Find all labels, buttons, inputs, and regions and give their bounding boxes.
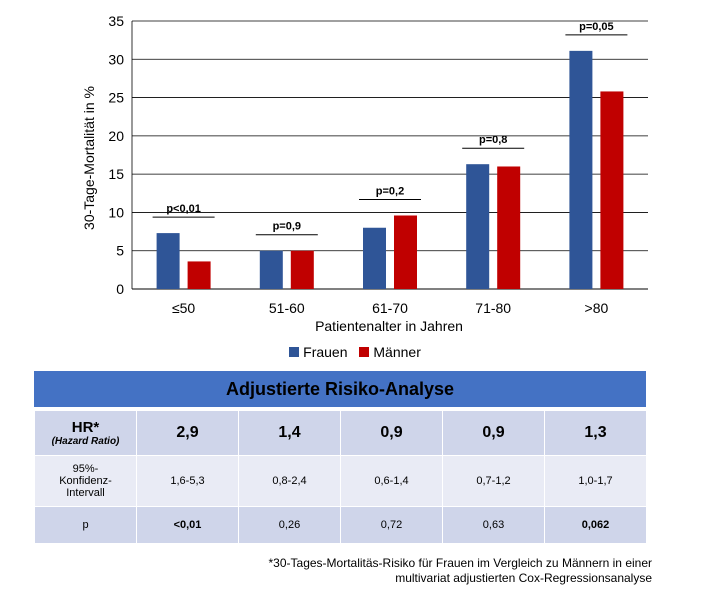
legend-swatch-frauen: [289, 347, 300, 357]
ci-value: 0,7-1,2: [442, 455, 545, 507]
ci-value: 1,6-5,3: [136, 455, 239, 507]
footnote-line: *30-Tages-Mortalitäs-Risiko für Frauen i…: [268, 556, 653, 570]
p-value: 0,72: [340, 506, 443, 544]
p-value-annotation: p=0,05: [579, 21, 614, 33]
x-tick-label: >80: [585, 300, 609, 316]
bar-maenner: [600, 91, 624, 290]
p-label: p: [34, 506, 137, 544]
mortality-bar-chart: 0 5 10 15 20 25 30 35 p<0,01 p=0,9 p=0,2 p=0,8 p=0,…: [81, 13, 648, 334]
p-value-annotation: p=0,2: [376, 185, 404, 197]
hr-label: HR*: [71, 419, 100, 436]
y-axis-label: 30-Tage-Mortalität in %: [81, 86, 97, 230]
legend-swatch-maenner: [359, 347, 370, 357]
p-value-annotation: p<0,01: [166, 203, 201, 215]
ci-label-line: 95%-: [72, 463, 99, 475]
table-row-ci: 95%- Konfidenz- Intervall 1,6-5,3 0,8-2,…: [34, 455, 647, 507]
ci-value: 0,6-1,4: [340, 455, 443, 507]
footnote-line: multivariat adjustierten Cox-Regressions…: [395, 571, 652, 585]
y-tick-label: 5: [116, 243, 124, 259]
ci-value: 1,0-1,7: [544, 455, 647, 507]
y-tick-label: 30: [108, 51, 124, 67]
hr-label-cell: HR* (Hazard Ratio): [34, 410, 137, 456]
bar-maenner: [394, 215, 417, 289]
bar-frauen: [259, 250, 283, 289]
p-value-annotation: p=0,8: [479, 134, 507, 146]
hazard-table: HR* (Hazard Ratio) 2,9 1,4 0,9 0,9 1,3 9…: [34, 410, 647, 544]
hr-value: 1,4: [238, 410, 341, 456]
bar-frauen: [466, 164, 490, 289]
p-value: 0,63: [442, 506, 545, 544]
ci-label-cell: 95%- Konfidenz- Intervall: [34, 455, 137, 507]
table-row-hr: HR* (Hazard Ratio) 2,9 1,4 0,9 0,9 1,3: [34, 410, 647, 456]
legend-item-maenner: Männer: [359, 343, 421, 361]
y-tick-label: 15: [108, 166, 124, 182]
footnote: *30-Tages-Mortalitäs-Risiko für Frauen i…: [192, 556, 653, 586]
chart-legend: Frauen Männer: [0, 343, 710, 361]
y-tick-label: 10: [108, 204, 124, 220]
legend-label-maenner: Männer: [373, 344, 421, 360]
p-value: <0,01: [136, 506, 239, 544]
x-tick-label: 71-80: [475, 300, 511, 316]
ci-value: 0,8-2,4: [238, 455, 341, 507]
table-title: Adjustierte Risiko-Analyse: [34, 371, 646, 410]
bar-maenner: [187, 261, 211, 289]
hr-value: 2,9: [136, 410, 239, 456]
y-tick-label: 25: [108, 90, 124, 106]
y-tick-label: 20: [108, 128, 124, 144]
p-value-annotation: p=0,9: [273, 221, 301, 233]
bar-frauen: [569, 50, 593, 290]
hr-sublabel: (Hazard Ratio): [51, 436, 120, 447]
ci-label-line: Konfidenz-: [59, 475, 112, 487]
legend-label-frauen: Frauen: [303, 344, 348, 360]
p-value: 0,062: [544, 506, 647, 544]
y-tick-label: 0: [116, 281, 124, 297]
x-tick-label: 61-70: [372, 300, 408, 316]
legend-item-frauen: Frauen: [289, 343, 348, 361]
x-tick-label: 51-60: [269, 300, 305, 316]
hr-value: 1,3: [544, 410, 647, 456]
table-row-p: p <0,01 0,26 0,72 0,63 0,062: [34, 506, 647, 544]
bar-frauen: [156, 233, 180, 289]
ci-label-line: Intervall: [66, 487, 105, 499]
bar-maenner: [497, 166, 521, 289]
hr-value: 0,9: [442, 410, 545, 456]
p-value: 0,26: [238, 506, 341, 544]
x-tick-label: ≤50: [172, 300, 195, 316]
x-axis-label: Patientenalter in Jahren: [315, 318, 463, 334]
bar-frauen: [363, 227, 386, 289]
risk-analysis-table: Adjustierte Risiko-Analyse HR* (Hazard R…: [34, 371, 647, 544]
bar-maenner: [290, 250, 314, 289]
y-tick-label: 35: [108, 13, 124, 29]
hr-value: 0,9: [340, 410, 443, 456]
